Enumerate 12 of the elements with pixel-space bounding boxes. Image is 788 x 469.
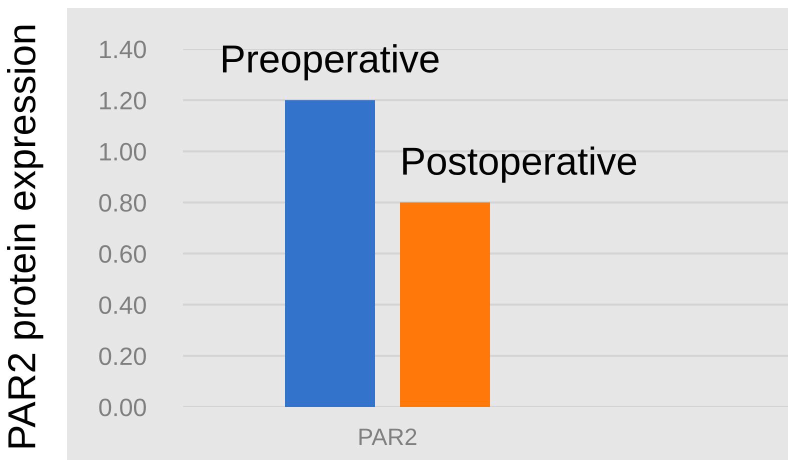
series-label: Preoperative [222, 44, 439, 80]
y-tick-label: 1.40 [100, 40, 146, 58]
y-tick-label: 1.00 [100, 142, 146, 161]
y-tick-label: 0.80 [99, 194, 146, 212]
y-tick-label: 1.20 [100, 92, 146, 110]
y-tick-label: 0.40 [99, 296, 146, 314]
y-axis-title: PAR2 protein expression [6, 26, 44, 448]
y-tick-label: 0.60 [99, 245, 146, 263]
y-tick-label: 0.00 [99, 398, 146, 416]
y-tick-label: 0.20 [99, 347, 146, 366]
series-label: Postoperative [403, 146, 636, 183]
x-tick-label: PAR2 [359, 428, 416, 445]
